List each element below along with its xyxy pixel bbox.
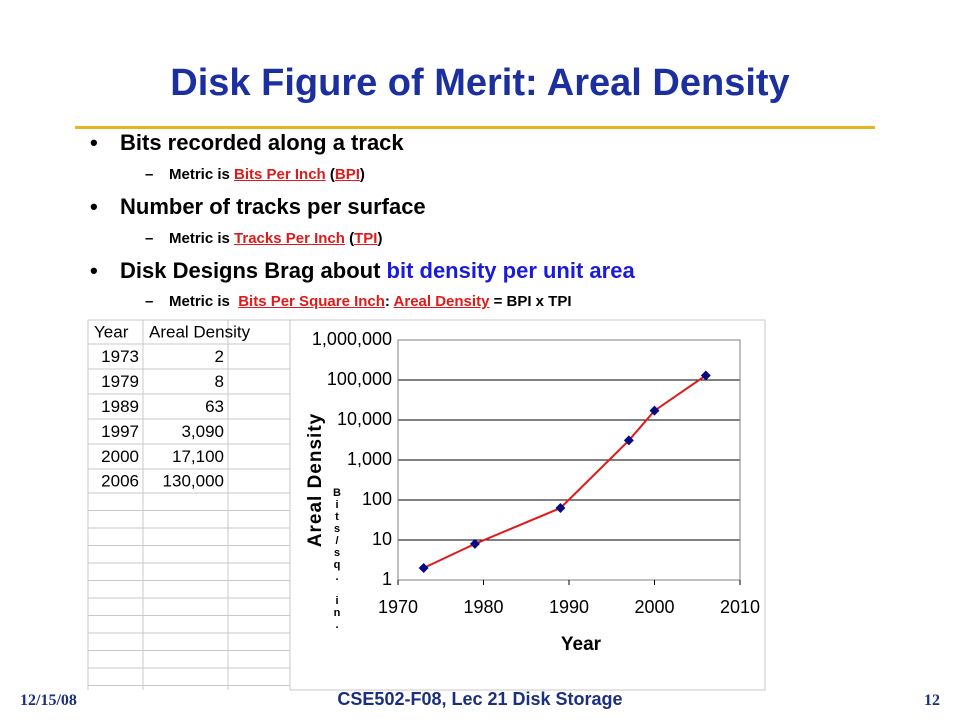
data-point [469,538,480,549]
bullet: – Metric is Bits Per Inch (BPI) [145,166,365,183]
bullet-text: Metric is [169,230,235,247]
table-cell: 3,090 [181,422,224,441]
data-point [649,405,660,416]
unit-annotation: Bits/sq. in. [331,487,343,631]
y-tick-label: 100,000 [327,369,392,389]
link-text: Areal Density [393,293,490,310]
data-point [700,370,711,381]
table-cell: 130,000 [163,471,224,490]
bullet: • Bits recorded along a track [90,130,404,156]
x-axis-label: Year [561,634,602,655]
table-cell: 8 [215,372,224,391]
chart-area [289,319,766,691]
table-cell: 2006 [101,471,139,490]
bullet-text: Number of tracks per surface [120,194,426,219]
table-cell: 1997 [101,422,139,441]
footer-course: CSE502-F08, Lec 21 Disk Storage [337,689,623,709]
bullet-text: Disk Designs Brag about [120,258,387,283]
footer-page: 12 [924,692,940,709]
y-tick-label: 1,000,000 [312,329,392,349]
bullet: • Number of tracks per surface [90,194,426,220]
bullet-text: = BPI x TPI [489,293,572,310]
bullet-text: ) [377,230,383,247]
bullet: • Disk Designs Brag about bit density per… [90,258,635,284]
link-text: Bits Per Inch [234,166,326,183]
slide-title: Disk Figure of Merit: Areal Density [170,62,790,104]
y-axis-label: Areal Density [305,413,326,547]
bullet-text: Metric is [169,166,235,183]
table-header: Year [94,322,129,341]
table-cell: 63 [205,397,224,416]
data-point [555,503,566,514]
bullet-mark: • [90,258,98,283]
x-tick-label: 1990 [549,597,589,617]
bullet-text: ( [325,166,335,183]
title-rule [75,126,875,129]
bullet-text: : [384,293,394,310]
bullet-text: ( [344,230,355,247]
bullet-mark: – [145,230,154,247]
bullet-text: Bits recorded along a track [120,130,404,155]
table-header: Areal Density [149,322,251,341]
link-text: Bits Per Square Inch [238,293,385,310]
table-cell: 17,100 [172,447,224,466]
data-point [418,562,429,573]
x-tick-label: 2000 [634,597,674,617]
table-cell: 1973 [101,347,139,366]
x-tick-label: 1980 [463,597,503,617]
table-cell: 2 [215,347,224,366]
bullet-text: Metric is [169,293,239,310]
bullet-mark: – [145,166,154,183]
y-tick-label: 10,000 [337,409,392,429]
y-tick-label: 1 [382,569,392,589]
data-line [423,374,707,569]
bullet-mark: – [145,293,154,310]
link-text: TPI [354,230,378,247]
table-cell: 1979 [101,372,139,391]
bullet-text: ) [359,166,365,183]
y-tick-label: 1,000 [347,449,392,469]
data-point [623,435,634,446]
link-text: BPI [334,166,360,183]
bullet-mark: • [90,130,98,155]
footer-date: 12/15/08 [20,692,77,709]
y-tick-label: 10 [372,529,392,549]
table-cell: 1989 [101,397,139,416]
bullet-text: bit density per unit area [386,258,635,283]
x-tick-label: 2010 [720,597,760,617]
bullet: – Metric is Bits Per Square Inch: Areal D… [145,293,572,310]
bullet: – Metric is Tracks Per Inch (TPI) [145,230,382,247]
y-tick-label: 100 [362,489,392,509]
x-tick-label: 1970 [378,597,418,617]
table-cell: 2000 [101,447,139,466]
link-text: Tracks Per Inch [234,230,345,247]
bullet-mark: • [90,194,98,219]
